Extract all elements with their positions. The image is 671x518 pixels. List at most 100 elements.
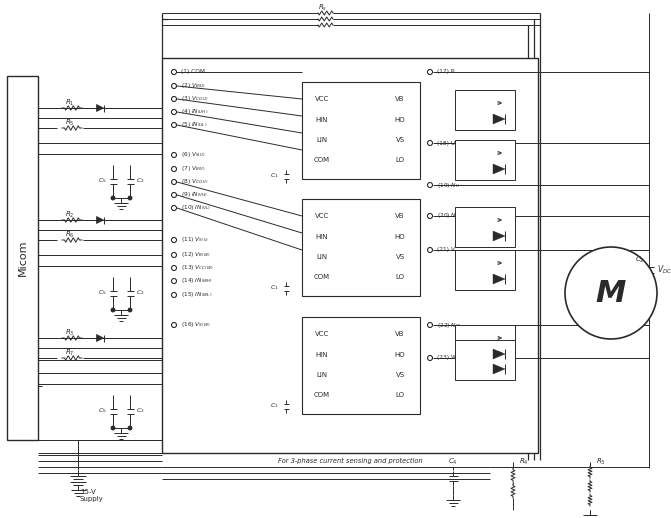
Text: (10) $IN_{(VL)}$: (10) $IN_{(VL)}$ [181,204,211,212]
Text: $R_4$: $R_4$ [519,457,529,467]
Text: VCC: VCC [315,331,329,337]
Polygon shape [493,364,505,374]
Circle shape [172,166,176,171]
Bar [7,76,38,440]
Text: $R_6$: $R_6$ [65,230,75,240]
Text: HO: HO [395,117,405,123]
Polygon shape [97,105,103,111]
Text: (22) $N_W$: (22) $N_W$ [437,321,462,329]
Bar [455,340,515,380]
Text: HO: HO [395,234,405,240]
Text: $C_1$: $C_1$ [270,401,279,410]
Text: For 3-phase current sensing and protection: For 3-phase current sensing and protecti… [278,458,422,464]
Text: LIN: LIN [317,137,327,143]
Circle shape [172,96,176,102]
Circle shape [172,152,176,157]
Text: LIN: LIN [317,372,327,378]
Bar [455,325,515,365]
Text: VB: VB [395,96,405,102]
Circle shape [427,248,433,252]
Text: $R_1$: $R_1$ [65,98,74,108]
Polygon shape [493,274,505,284]
Text: (12) $V_{B(W)}$: (12) $V_{B(W)}$ [181,251,211,259]
Text: $C_2$: $C_2$ [136,177,145,185]
Circle shape [172,122,176,127]
Circle shape [172,193,176,197]
Text: (13) $V_{CC(W)}$: (13) $V_{CC(W)}$ [181,264,213,272]
Text: M: M [596,279,626,308]
Circle shape [172,109,176,114]
Polygon shape [493,349,505,359]
Bar [302,317,420,414]
Text: (20) $N_V$: (20) $N_V$ [437,211,460,221]
Circle shape [172,180,176,184]
Text: LO: LO [395,157,405,163]
Text: VCC: VCC [315,213,329,219]
Text: $R_3$: $R_3$ [65,328,74,338]
Text: (5) $IN_{(UL)}$: (5) $IN_{(UL)}$ [181,121,207,129]
Text: $R_2$: $R_2$ [65,210,74,220]
Text: $C_1$: $C_1$ [270,171,279,180]
Circle shape [128,308,132,312]
Text: HIN: HIN [316,352,328,358]
Bar [455,207,515,247]
Bar [302,82,420,179]
Bar [455,90,515,130]
Circle shape [427,323,433,327]
Circle shape [427,355,433,361]
Text: (2) $V_{B(U)}$: (2) $V_{B(U)}$ [181,82,206,90]
Text: HIN: HIN [316,234,328,240]
Text: LIN: LIN [317,254,327,260]
Text: VB: VB [395,213,405,219]
Circle shape [427,213,433,219]
Polygon shape [97,335,103,341]
Text: $R_3$: $R_3$ [596,457,606,467]
Text: (9) $IN_{(VH)}$: (9) $IN_{(VH)}$ [181,191,208,199]
Text: (4) $IN_{(UH)}$: (4) $IN_{(UH)}$ [181,108,208,116]
Circle shape [172,83,176,89]
Circle shape [172,69,176,75]
Polygon shape [493,114,505,124]
Polygon shape [493,164,505,174]
Text: $C_5$: $C_5$ [98,177,107,185]
Text: (11) $V_{S(V)}$: (11) $V_{S(V)}$ [181,236,209,244]
Text: Supply: Supply [80,496,104,502]
Circle shape [111,196,115,200]
Text: COM: COM [314,274,330,280]
Text: (23) W: (23) W [437,355,457,361]
Text: VCC: VCC [315,96,329,102]
Text: $V_{DC}$: $V_{DC}$ [657,264,671,276]
Circle shape [172,237,176,242]
Text: (7) $V_{B(V)}$: (7) $V_{B(V)}$ [181,165,206,173]
Bar [302,199,420,296]
Text: $C_2$: $C_2$ [635,255,645,265]
Polygon shape [493,231,505,241]
Text: $C_1$: $C_1$ [270,283,279,293]
Circle shape [427,69,433,75]
Text: HO: HO [395,352,405,358]
Text: VS: VS [395,137,405,143]
Circle shape [128,196,132,200]
Text: $C_5$: $C_5$ [98,407,107,415]
Circle shape [172,206,176,210]
Text: Micom: Micom [17,240,28,276]
Circle shape [427,140,433,146]
Circle shape [111,426,115,430]
Text: (3) $V_{CC(U)}$: (3) $V_{CC(U)}$ [181,95,209,103]
Text: $C_5$: $C_5$ [98,289,107,297]
Text: (8) $V_{CC(V)}$: (8) $V_{CC(V)}$ [181,178,209,186]
Text: $C_4$: $C_4$ [448,457,458,467]
Text: (18) U: (18) U [437,140,455,146]
Circle shape [172,293,176,297]
Text: (17) P: (17) P [437,69,454,75]
Text: HIN: HIN [316,117,328,123]
Text: $R_7$: $R_7$ [65,348,74,358]
Text: $C_2$: $C_2$ [136,407,145,415]
Circle shape [128,426,132,430]
Text: COM: COM [314,157,330,163]
Circle shape [111,308,115,312]
Bar [162,58,538,453]
Text: (1) COM: (1) COM [181,69,205,75]
Text: (16) $V_{S(W)}$: (16) $V_{S(W)}$ [181,321,211,329]
Text: (21) V: (21) V [437,248,455,252]
